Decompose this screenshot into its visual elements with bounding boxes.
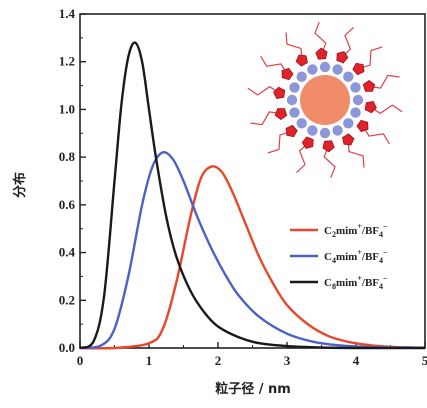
- y-axis-title: 分布: [12, 172, 28, 198]
- series-line-2: [79, 165, 426, 350]
- alkyl-chain: [267, 130, 292, 154]
- legend-label: C8mim+/BF4−: [324, 274, 388, 291]
- y-tick-label: 0.8: [59, 149, 76, 164]
- y-tick-label: 1.0: [59, 101, 75, 116]
- cation-pentagon: [285, 124, 298, 138]
- y-tick-label: 0.6: [59, 197, 76, 212]
- anion-dot: [343, 118, 354, 129]
- alkyl-chain: [370, 104, 403, 115]
- y-tick-label: 1.2: [59, 54, 75, 69]
- y-tick-label: 1.4: [59, 6, 76, 21]
- anion-dot: [319, 127, 331, 139]
- anion-dot: [332, 125, 343, 136]
- series-line-8: [79, 41, 426, 350]
- anion-dot: [289, 107, 300, 118]
- alkyl-chain: [368, 74, 400, 89]
- cation-pentagon: [356, 119, 369, 133]
- alkyl-chain: [347, 139, 365, 168]
- cation-pentagon: [281, 67, 294, 81]
- anion-dot: [286, 94, 298, 106]
- legend-label: C4mim+/BF4−: [324, 248, 388, 265]
- y-tick-label: 0.4: [59, 245, 76, 260]
- x-tick-label: 2: [215, 353, 222, 368]
- cation-pentagon: [322, 140, 335, 153]
- cation-pentagon: [336, 51, 349, 64]
- anion-dot: [319, 61, 331, 73]
- alkyl-chain: [260, 55, 288, 75]
- cation-pentagon: [364, 101, 377, 114]
- cation-pentagon: [352, 62, 365, 76]
- legend: C2mim+/BF4− C4mim+/BF4− C8mim+/BF4−: [290, 222, 388, 291]
- anion-dot: [307, 125, 318, 136]
- x-axis-title: 粒子径 / nm: [215, 381, 291, 397]
- cation-pentagon: [315, 47, 328, 60]
- y-tick-label: 0.0: [59, 340, 75, 355]
- alkyl-chain: [358, 46, 383, 70]
- alkyl-chain: [250, 111, 282, 126]
- anion-dot: [307, 64, 318, 75]
- cation-pentagon: [301, 136, 314, 149]
- plot-area-frame: [79, 13, 426, 349]
- x-tick-label: 1: [146, 353, 153, 368]
- x-tick-label: 4: [353, 353, 360, 368]
- anion-dot: [350, 107, 361, 118]
- y-tick-label: 0.2: [59, 292, 75, 307]
- cation-pentagon: [362, 80, 376, 92]
- anion-dot: [332, 64, 343, 75]
- cation-pentagon: [342, 133, 355, 146]
- cation-pentagon: [295, 54, 308, 67]
- cation-pentagon: [273, 86, 286, 99]
- anion-dot: [296, 71, 307, 82]
- alkyl-chain: [296, 142, 309, 174]
- x-tick-label: 3: [284, 353, 291, 368]
- series-line-4: [79, 150, 426, 350]
- anion-dot: [289, 82, 300, 93]
- alkyl-chain: [323, 145, 336, 179]
- anion-dot: [350, 82, 361, 93]
- x-tick-label: 5: [422, 353, 427, 368]
- anion-dot: [296, 118, 307, 129]
- x-tick-label: 0: [77, 353, 84, 368]
- alkyl-chain: [247, 85, 280, 96]
- micelle-illustration: [247, 21, 403, 179]
- alkyl-chain: [362, 125, 390, 145]
- alkyl-chain: [285, 32, 303, 61]
- y-axis: 0.0 0.2 0.4 0.6 0.8 1.0 1.2 1.4: [59, 6, 86, 355]
- series-lines: [79, 41, 426, 350]
- nanoparticle-core: [300, 75, 350, 125]
- legend-label: C2mim+/BF4−: [324, 222, 388, 239]
- alkyl-chain: [314, 21, 327, 55]
- cation-pentagon: [274, 108, 288, 120]
- anion-dot: [343, 71, 354, 82]
- alkyl-chain: [341, 26, 354, 58]
- anion-dot: [352, 94, 364, 106]
